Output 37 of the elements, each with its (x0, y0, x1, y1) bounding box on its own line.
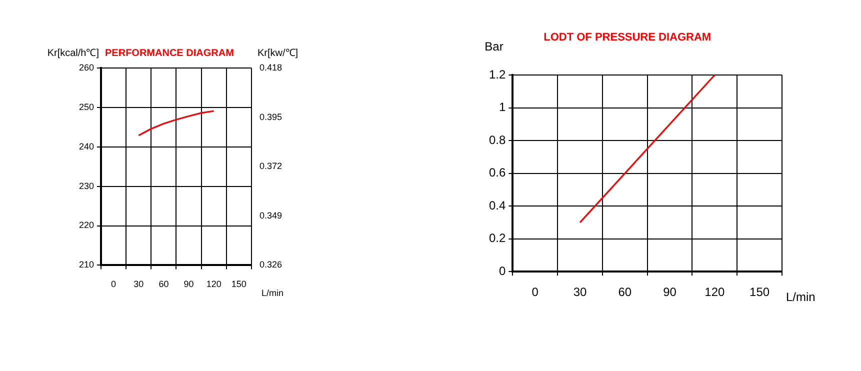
y2-tick-label: 0.418 (259, 62, 282, 72)
y-tick-label: 0 (498, 264, 506, 278)
x-tick-label: 120 (206, 279, 222, 290)
y-axis-title: Bar (484, 39, 504, 54)
x-axis-title: L/min (786, 290, 816, 304)
chart-title: LODT OF PRESSURE DIAGRAM (544, 32, 712, 44)
y-tick-label: 1.2 (488, 67, 506, 82)
x-tick-label: 60 (618, 285, 632, 300)
y-tick-label: 0.4 (488, 198, 506, 212)
x-tick-label: 0 (532, 285, 539, 300)
x-tick-label: 0 (111, 279, 116, 290)
x-tick-label: 30 (573, 285, 588, 300)
x-tick-label: 90 (184, 279, 194, 290)
x-tick-label: 150 (750, 285, 770, 300)
y2-axis-title: Kr[kw/℃] (257, 48, 298, 59)
y-tick-label: 250 (78, 102, 94, 112)
y2-tick-label: 0.372 (259, 161, 282, 172)
x-tick-label: 120 (704, 285, 725, 300)
x-tick-label: 150 (231, 279, 246, 290)
x-axis-title: L/min (261, 288, 284, 298)
y-tick-label: 260 (78, 62, 94, 72)
y-axis-title: Kr[kcal/h℃] (47, 48, 100, 59)
y-tick-label: 0.8 (488, 132, 506, 147)
y-tick-label: 0.6 (488, 166, 506, 180)
y-tick-label: 0.2 (488, 231, 506, 246)
y-tick-label: 230 (78, 180, 94, 191)
y2-tick-label: 0.349 (259, 210, 282, 220)
x-tick-label: 90 (663, 285, 677, 300)
y-tick-label: 210 (78, 260, 94, 270)
y-tick-label: 220 (78, 220, 94, 230)
chart-title: PERFORMANCE DIAGRAM (105, 48, 234, 59)
y2-tick-label: 0.395 (259, 112, 282, 122)
y-tick-label: 1 (498, 100, 506, 114)
x-tick-label: 60 (158, 279, 169, 290)
y-tick-label: 240 (78, 141, 94, 152)
y2-tick-label: 0.326 (259, 260, 282, 270)
x-tick-label: 30 (134, 279, 144, 290)
